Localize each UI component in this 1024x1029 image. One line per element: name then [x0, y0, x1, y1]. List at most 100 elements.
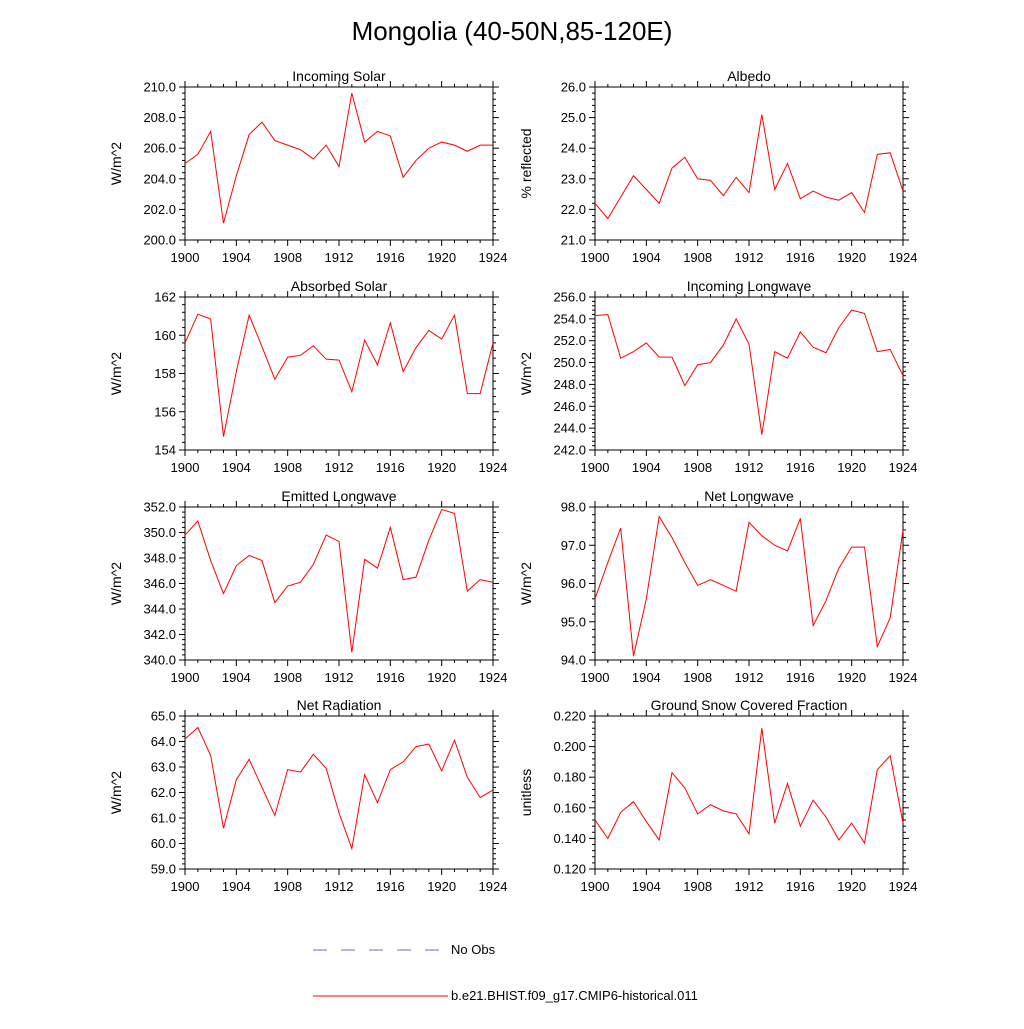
x-tick-label: 1908	[683, 879, 712, 894]
y-tick-label: 348.0	[143, 551, 176, 566]
y-axis-label: unitless	[518, 769, 534, 816]
y-tick-label: 248.0	[553, 377, 586, 392]
panel-frame	[595, 716, 903, 869]
x-tick-label: 1912	[735, 879, 764, 894]
y-tick-label: 25.0	[561, 110, 586, 125]
panel-frame	[185, 716, 493, 869]
y-tick-label: 95.0	[561, 614, 586, 629]
x-tick-label: 1908	[683, 250, 712, 265]
x-tick-label: 1924	[479, 250, 508, 265]
x-tick-label: 1900	[581, 460, 610, 475]
x-tick-label: 1904	[632, 670, 661, 685]
x-tick-label: 1908	[683, 670, 712, 685]
y-axis-label: W/m^2	[108, 142, 124, 185]
y-tick-label: 0.220	[553, 709, 586, 724]
x-tick-label: 1916	[786, 250, 815, 265]
x-tick-label: 1904	[632, 250, 661, 265]
y-tick-label: 154	[154, 443, 176, 458]
panel-1: Incoming SolarW/m^2200.0202.0204.0206.02…	[108, 68, 507, 265]
panel-frame	[185, 87, 493, 240]
y-tick-label: 342.0	[143, 627, 176, 642]
y-tick-label: 256.0	[553, 290, 586, 305]
y-tick-label: 204.0	[143, 171, 176, 186]
y-tick-label: 162	[154, 290, 176, 305]
legend-model-label: b.e21.BHIST.f09_g17.CMIP6-historical.011	[451, 988, 698, 1003]
panel-4: Incoming LongwaveW/m^2242.0244.0246.0248…	[518, 278, 917, 475]
y-tick-label: 0.180	[553, 770, 586, 785]
legend: No Obs b.e21.BHIST.f09_g17.CMIP6-histori…	[313, 942, 698, 1003]
x-tick-label: 1900	[581, 670, 610, 685]
y-tick-label: 208.0	[143, 110, 176, 125]
x-tick-label: 1908	[273, 879, 302, 894]
y-tick-label: 0.120	[553, 862, 586, 877]
panel-8: Ground Snow Covered Fractionunitless0.12…	[518, 697, 917, 894]
series-line-1	[595, 310, 903, 435]
x-tick-label: 1904	[222, 670, 251, 685]
y-tick-label: 94.0	[561, 653, 586, 668]
y-tick-label: 62.0	[151, 785, 176, 800]
y-tick-label: 0.200	[553, 739, 586, 754]
x-tick-label: 1912	[735, 670, 764, 685]
panel-frame	[595, 87, 903, 240]
y-tick-label: 250.0	[553, 355, 586, 370]
legend-obs-label: No Obs	[451, 942, 496, 957]
y-tick-label: 60.0	[151, 836, 176, 851]
y-tick-label: 210.0	[143, 80, 176, 95]
x-tick-label: 1908	[273, 670, 302, 685]
x-tick-label: 1920	[837, 460, 866, 475]
y-tick-label: 0.140	[553, 831, 586, 846]
panel-6: Net LongwaveW/m^294.095.096.097.098.0190…	[518, 488, 917, 685]
y-tick-label: 202.0	[143, 202, 176, 217]
series-line-1	[595, 115, 903, 219]
y-tick-label: 23.0	[561, 171, 586, 186]
x-tick-label: 1920	[427, 460, 456, 475]
panel-frame	[595, 507, 903, 660]
x-tick-label: 1916	[786, 460, 815, 475]
x-tick-label: 1920	[427, 250, 456, 265]
series-line-1	[185, 314, 493, 436]
x-tick-label: 1916	[786, 670, 815, 685]
y-tick-label: 98.0	[561, 500, 586, 515]
y-tick-label: 64.0	[151, 734, 176, 749]
x-tick-label: 1912	[325, 879, 354, 894]
y-axis-label: W/m^2	[518, 562, 534, 605]
x-tick-label: 1900	[581, 250, 610, 265]
x-tick-label: 1908	[273, 250, 302, 265]
x-tick-label: 1912	[735, 250, 764, 265]
x-tick-label: 1920	[427, 879, 456, 894]
y-tick-label: 350.0	[143, 525, 176, 540]
y-tick-label: 246.0	[553, 399, 586, 414]
panel-frame	[185, 507, 493, 660]
x-tick-label: 1924	[889, 670, 918, 685]
panel-2: Albedo% reflected21.022.023.024.025.026.…	[518, 68, 917, 265]
y-axis-label: W/m^2	[518, 352, 534, 395]
x-tick-label: 1900	[171, 460, 200, 475]
x-tick-label: 1916	[376, 879, 405, 894]
y-tick-label: 0.160	[553, 800, 586, 815]
x-tick-label: 1916	[376, 670, 405, 685]
y-tick-label: 344.0	[143, 602, 176, 617]
x-tick-label: 1924	[479, 879, 508, 894]
panel-frame	[595, 297, 903, 450]
y-tick-label: 22.0	[561, 202, 586, 217]
y-axis-label: W/m^2	[108, 771, 124, 814]
x-tick-label: 1912	[325, 460, 354, 475]
x-tick-label: 1904	[222, 460, 251, 475]
series-line-1	[595, 728, 903, 843]
x-tick-label: 1916	[786, 879, 815, 894]
series-line-1	[185, 727, 493, 848]
x-tick-label: 1924	[889, 250, 918, 265]
y-tick-label: 158	[154, 366, 176, 381]
x-tick-label: 1900	[171, 879, 200, 894]
x-tick-label: 1916	[376, 460, 405, 475]
y-tick-label: 59.0	[151, 862, 176, 877]
panel-7: Net RadiationW/m^259.060.061.062.063.064…	[108, 697, 507, 894]
x-tick-label: 1920	[837, 879, 866, 894]
x-tick-label: 1904	[222, 879, 251, 894]
y-tick-label: 252.0	[553, 333, 586, 348]
x-tick-label: 1912	[325, 250, 354, 265]
y-tick-label: 254.0	[553, 311, 586, 326]
y-tick-label: 97.0	[561, 538, 586, 553]
